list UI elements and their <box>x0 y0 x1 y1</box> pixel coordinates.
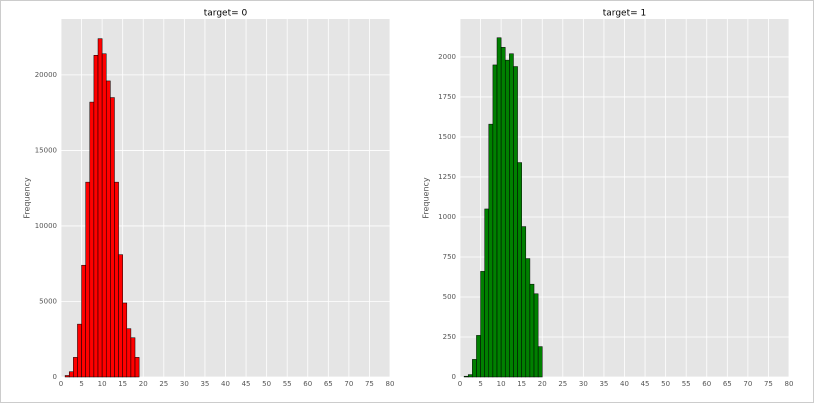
bar <box>122 302 128 378</box>
bar <box>525 258 531 378</box>
x-tick-label: 40 <box>620 380 629 388</box>
bar <box>537 346 543 378</box>
bar <box>73 357 78 378</box>
y-tick-label: 5000 <box>39 297 57 305</box>
x-tick-label: 65 <box>324 380 333 388</box>
x-tick-label: 0 <box>59 380 63 388</box>
bar <box>500 47 506 378</box>
bar <box>97 38 103 378</box>
bar <box>126 328 132 378</box>
x-tick-label: 55 <box>682 380 691 388</box>
bar <box>130 337 136 378</box>
x-tick-label: 30 <box>579 380 588 388</box>
x-tick-label: 70 <box>344 380 353 388</box>
bar <box>81 264 86 378</box>
y-tick-label: 500 <box>443 293 456 301</box>
x-tick-label: 20 <box>139 380 148 388</box>
x-tick-label: 60 <box>702 380 711 388</box>
y-tick-label: 0 <box>452 373 456 381</box>
x-tick-label: 75 <box>365 380 374 388</box>
y-tick-label: 750 <box>443 253 456 261</box>
x-tick-label: 80 <box>785 380 794 388</box>
bar <box>521 226 527 378</box>
x-tick-label: 10 <box>98 380 107 388</box>
x-tick-label: 55 <box>283 380 292 388</box>
bar <box>110 97 115 378</box>
y-tick-label: 10000 <box>35 222 57 230</box>
x-tick-label: 80 <box>386 380 395 388</box>
bar <box>89 101 95 378</box>
x-tick-label: 20 <box>538 380 547 388</box>
x-tick-label: 35 <box>599 380 608 388</box>
y-tick-label: 2000 <box>438 53 456 61</box>
x-tick-label: 10 <box>497 380 506 388</box>
bar <box>68 371 74 378</box>
y-tick-label: 250 <box>443 333 456 341</box>
bar <box>472 359 477 378</box>
bar <box>463 375 469 378</box>
x-tick-label: 50 <box>661 380 670 388</box>
bar <box>93 55 99 378</box>
x-tick-label: 15 <box>118 380 127 388</box>
x-tick-label: 75 <box>764 380 773 388</box>
bar <box>101 53 107 378</box>
bar <box>533 293 539 378</box>
y-axis-label: Frequency <box>422 177 431 219</box>
bar <box>480 271 485 378</box>
y-tick-label: 20000 <box>35 71 57 79</box>
x-tick-label: 25 <box>159 380 168 388</box>
bar <box>105 80 111 378</box>
bar <box>488 123 494 378</box>
bar <box>509 53 514 378</box>
bar <box>484 208 490 378</box>
x-tick-label: 50 <box>262 380 271 388</box>
x-tick-label: 45 <box>641 380 650 388</box>
y-tick-label: 1500 <box>438 133 456 141</box>
x-tick-label: 5 <box>478 380 482 388</box>
x-tick-label: 70 <box>743 380 752 388</box>
x-tick-label: 0 <box>458 380 462 388</box>
x-tick-label: 35 <box>200 380 209 388</box>
bar <box>513 66 518 378</box>
bar <box>529 283 535 378</box>
bar <box>64 375 70 378</box>
y-tick-label: 15000 <box>35 146 57 154</box>
bar <box>504 59 510 378</box>
x-tick-label: 30 <box>180 380 189 388</box>
bar <box>476 335 481 378</box>
x-tick-label: 60 <box>303 380 312 388</box>
chart-title: target= 0 <box>204 9 248 19</box>
x-tick-label: 65 <box>723 380 732 388</box>
bar <box>118 254 123 378</box>
y-tick-label: 1000 <box>438 213 456 221</box>
bar <box>492 64 498 378</box>
x-tick-label: 25 <box>558 380 567 388</box>
y-axis-label: Frequency <box>23 177 32 219</box>
bar <box>496 37 502 378</box>
y-tick-label: 0 <box>53 373 57 381</box>
bar <box>114 181 119 378</box>
chart-title: target= 1 <box>603 9 647 19</box>
x-tick-label: 15 <box>517 380 526 388</box>
bar <box>85 181 91 378</box>
bar <box>467 374 473 378</box>
y-tick-label: 1750 <box>438 93 456 101</box>
x-tick-label: 5 <box>79 380 83 388</box>
bar <box>77 323 82 378</box>
x-tick-label: 40 <box>221 380 230 388</box>
bar <box>134 357 140 378</box>
x-tick-label: 45 <box>242 380 251 388</box>
bar <box>517 162 522 378</box>
y-tick-label: 1250 <box>438 173 456 181</box>
